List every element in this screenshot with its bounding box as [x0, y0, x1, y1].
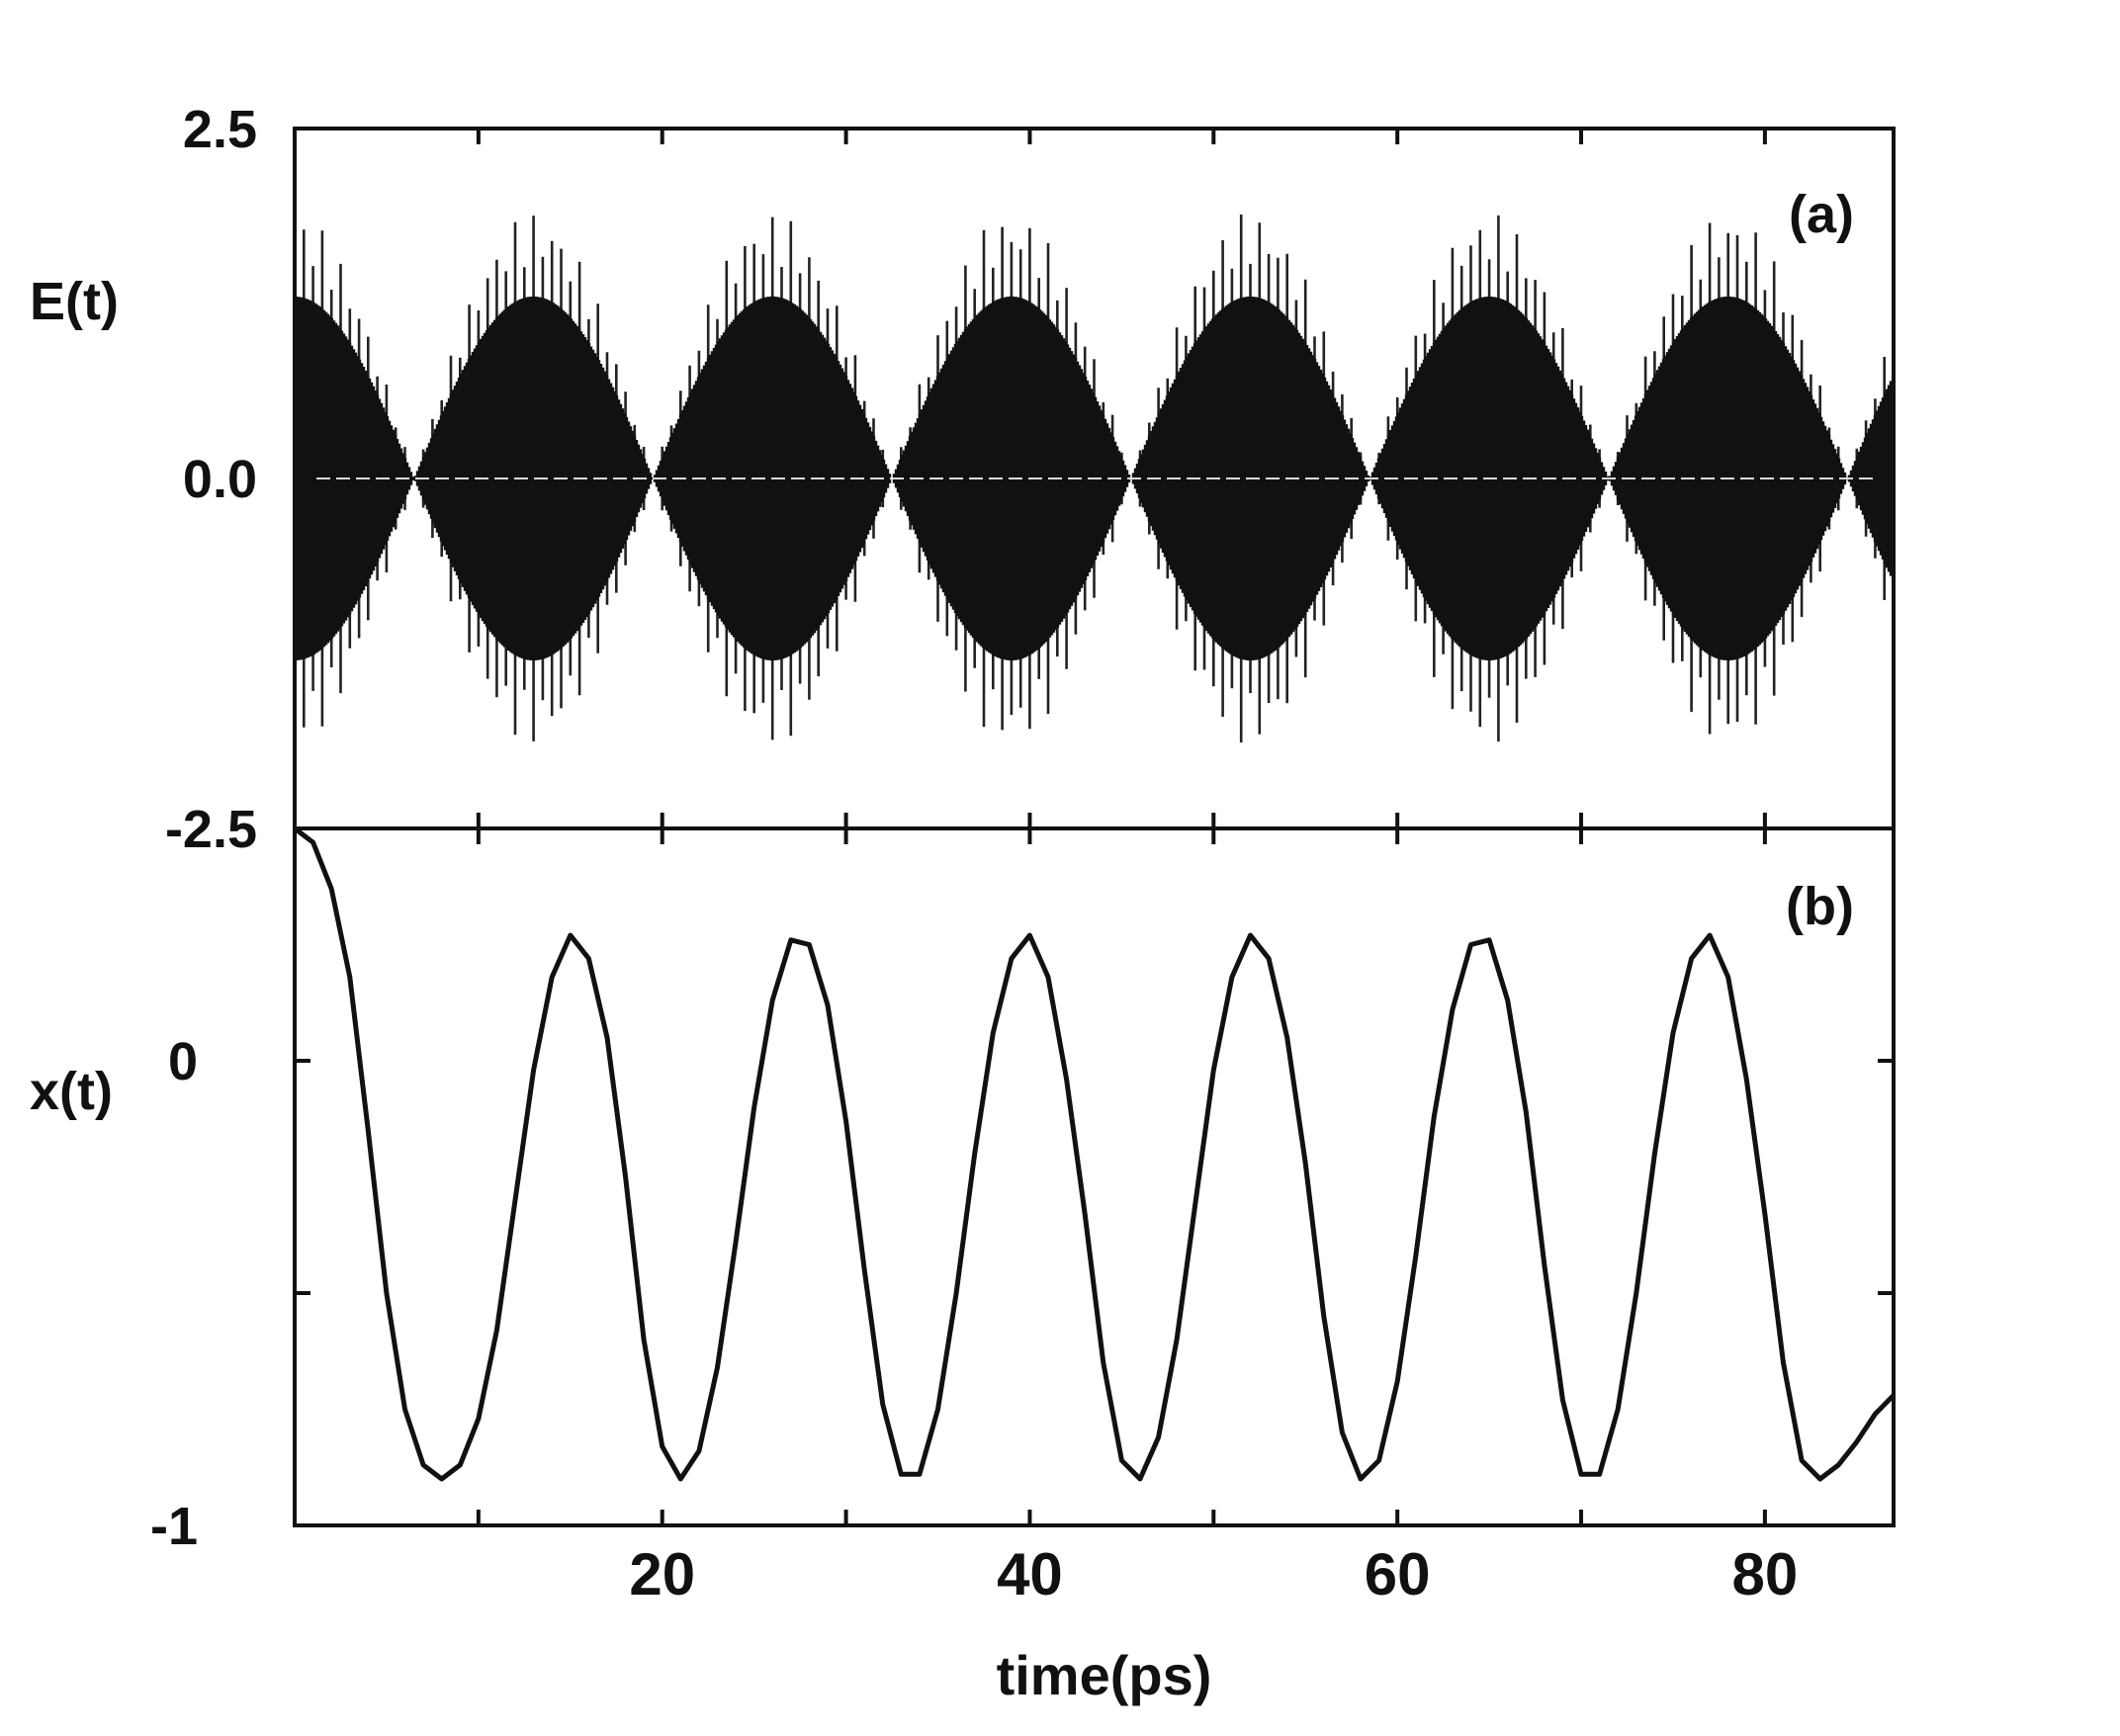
b-x-axis-label: time(ps) — [997, 1644, 1212, 1706]
b-plot-frame — [293, 826, 1896, 1527]
a-y-tick-label: -2.5 — [165, 800, 257, 859]
b-y-tick-label: -1 — [150, 1497, 198, 1556]
panel-b: 20 40 60 80 0 -1 x(t) time(ps) (b) — [30, 826, 1896, 1706]
panel-a: 2.5 0.0 -2.5 E(t) (a) — [30, 100, 1896, 859]
b-x-tick-label: 40 — [997, 1541, 1063, 1607]
b-axis-ticks — [295, 826, 1894, 1527]
a-signal-trace — [295, 215, 1893, 742]
b-y-tick-label: 0 — [168, 1032, 198, 1091]
a-panel-label: (a) — [1789, 185, 1854, 244]
a-y-tick-labels: 2.5 0.0 -2.5 — [165, 100, 257, 859]
b-panel-label: (b) — [1786, 877, 1854, 936]
b-x-tick-label: 60 — [1365, 1541, 1431, 1607]
b-x-tick-label: 80 — [1732, 1541, 1799, 1607]
b-series-line — [293, 826, 1896, 1482]
b-y-tick-labels: 0 -1 — [150, 1032, 198, 1556]
a-y-axis-label: E(t) — [30, 272, 119, 331]
b-x-tick-labels: 20 40 60 80 — [629, 1541, 1798, 1607]
b-y-axis-label: x(t) — [30, 1062, 113, 1121]
b-x-tick-label: 20 — [629, 1541, 695, 1607]
a-y-tick-label: 0.0 — [183, 450, 257, 509]
a-y-tick-label: 2.5 — [183, 100, 257, 159]
